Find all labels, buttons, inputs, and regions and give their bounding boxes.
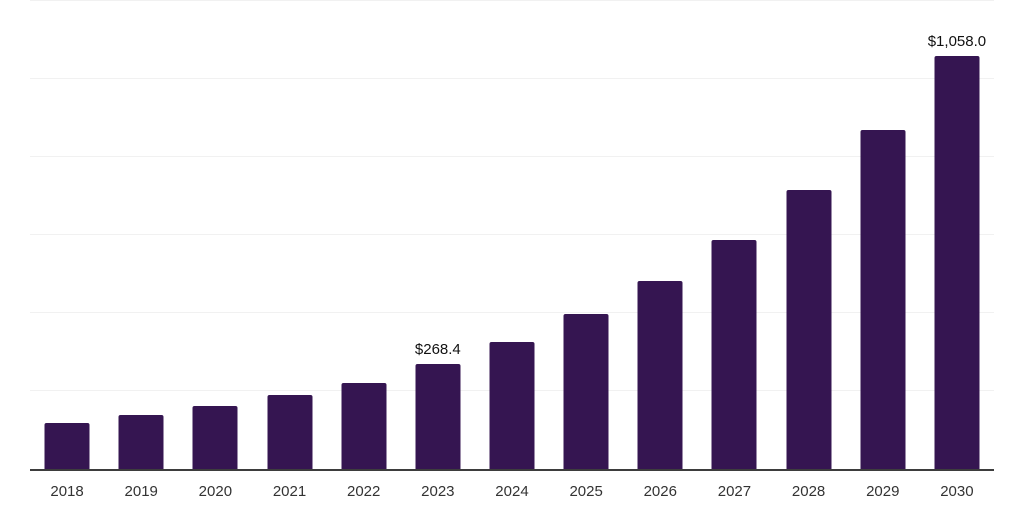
bar-column-2019 (104, 1, 178, 469)
x-tick-label-2028: 2028 (791, 483, 826, 500)
bar-2024 (489, 341, 535, 469)
x-tick-label-2027: 2027 (717, 483, 752, 500)
bar-2027 (711, 239, 757, 469)
bar-column-2023: $268.4 (401, 1, 475, 469)
x-tick-label-2029: 2029 (866, 483, 900, 500)
bar-column-2020 (178, 1, 252, 469)
x-tick-label-2024: 2024 (495, 483, 529, 500)
bar-column-2026 (623, 1, 697, 469)
gridline-800 (30, 156, 994, 157)
x-axis: 2018 2019 2020 2021 2022 2023 2024 2025 2026 2027… (30, 483, 994, 503)
gridline-600 (30, 234, 994, 235)
x-tick-label-2018: 2018 (50, 483, 84, 500)
bar-2029 (860, 129, 906, 469)
bar-column-2027 (697, 1, 771, 469)
x-tick-label-2026: 2026 (643, 483, 677, 500)
bar-2022 (341, 382, 387, 469)
bar-column-2029 (846, 1, 920, 469)
bar-column-2024 (475, 1, 549, 469)
gridline-1000 (30, 78, 994, 79)
bar-value-label-2030: $1,058.0 (927, 33, 987, 51)
plot-area: $268.4 $1,058.0 (30, 0, 994, 471)
bar-value-label-2023: $268.4 (414, 341, 461, 359)
bar-2020 (192, 406, 238, 469)
bar-2028 (786, 190, 832, 469)
bar-2025 (563, 314, 609, 469)
x-tick-label-2023: 2023 (421, 483, 455, 500)
bar-2019 (118, 414, 164, 469)
bar-column-2022 (327, 1, 401, 469)
gridline-400 (30, 312, 994, 313)
x-tick-label-2022: 2022 (346, 483, 381, 500)
bar-2030 (934, 56, 980, 469)
x-tick-label-2019: 2019 (124, 483, 158, 500)
bar-2021 (267, 395, 313, 469)
x-axis-line (30, 469, 994, 471)
x-tick-label-2030: 2030 (940, 483, 974, 500)
x-tick-label-2025: 2025 (569, 483, 603, 500)
bar-2023 (415, 364, 461, 469)
gridline-1200 (30, 0, 994, 1)
bar-column-2021 (252, 1, 326, 469)
bar-2018 (44, 422, 90, 469)
x-tick-label-2021: 2021 (272, 483, 307, 500)
bar-column-2028 (772, 1, 846, 469)
bar-column-2018 (30, 1, 104, 469)
bar-column-2030: $1,058.0 (920, 1, 994, 469)
bar-column-2025 (549, 1, 623, 469)
x-tick-label-2020: 2020 (198, 483, 233, 500)
bar-2026 (637, 280, 683, 469)
